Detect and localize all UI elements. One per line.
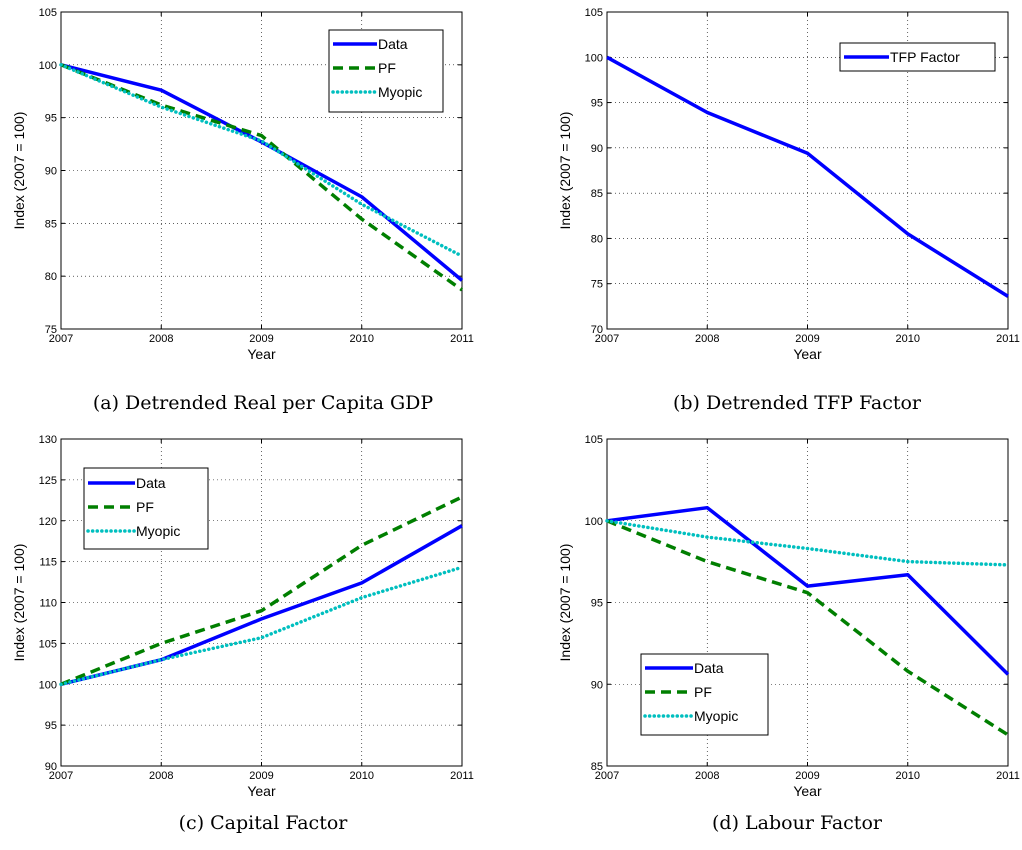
legend-label: Data: [136, 475, 166, 491]
figure-caption: (c) Capital Factor: [179, 812, 349, 834]
chart-panel-a: 75 80 85 90 95 100 105 2007 2008 2009 2010 2011 Year…: [11, 7, 474, 414]
x-tick-label: 2009: [249, 770, 273, 782]
series-line-myopic: [59, 63, 464, 258]
y-tick-label: 95: [45, 113, 57, 125]
y-tick-label: 105: [585, 7, 603, 19]
y-tick-label: 80: [591, 233, 603, 245]
y-tick-label: 105: [39, 7, 57, 19]
y-tick-label: 85: [45, 218, 57, 230]
series-line-pf: [60, 63, 464, 292]
y-tick-label: 125: [39, 475, 57, 487]
x-tick-label: 2007: [595, 770, 619, 782]
x-tick-label: 2008: [695, 333, 719, 345]
chart-panel-d: 85 90 95 100 105 2007 2008 2009 2010 2011 Year Inde…: [557, 434, 1020, 834]
x-tick-label: 2010: [896, 770, 920, 782]
y-axis-label: Index (2007 = 100): [557, 112, 573, 230]
x-tick-label: 2011: [450, 770, 474, 782]
legend-label: PF: [136, 499, 154, 515]
series-line-pf: [606, 519, 1009, 737]
x-tick-label: 2011: [450, 333, 474, 345]
figure-caption: (b) Detrended TFP Factor: [673, 392, 922, 414]
y-tick-label: 100: [585, 52, 603, 64]
x-tick-label: 2008: [695, 770, 719, 782]
y-axis-label: Index (2007 = 100): [11, 544, 27, 662]
legend-label: TFP Factor: [890, 49, 960, 65]
legend-label: PF: [378, 60, 396, 76]
y-tick-label: 90: [45, 761, 57, 773]
x-tick-label: 2008: [149, 770, 173, 782]
y-tick-label: 130: [39, 434, 57, 446]
x-tick-label: 2007: [49, 770, 73, 782]
y-axis-label: Index (2007 = 100): [557, 544, 573, 662]
series-line-pf: [60, 495, 463, 686]
legend-label: Myopic: [136, 523, 180, 539]
x-tick-label: 2009: [795, 770, 819, 782]
legend-label: Data: [378, 36, 408, 52]
x-axis-label: Year: [247, 346, 276, 362]
figure-caption: (d) Labour Factor: [712, 812, 883, 834]
x-tick-label: 2007: [49, 333, 73, 345]
y-tick-label: 85: [591, 761, 603, 773]
legend-label: Myopic: [694, 708, 738, 724]
y-tick-label: 110: [39, 598, 57, 610]
y-tick-label: 90: [591, 143, 603, 155]
chart-panel-c: 90 95 100 105 110 115 120 125 130 2007 2008 2009 201…: [11, 434, 474, 834]
y-tick-label: 90: [45, 166, 57, 178]
y-tick-label: 115: [39, 557, 57, 569]
y-tick-label: 95: [591, 598, 603, 610]
y-axis-label: Index (2007 = 100): [11, 112, 27, 230]
y-tick-label: 120: [39, 516, 57, 528]
x-tick-label: 2010: [896, 333, 920, 345]
legend-label: Data: [694, 660, 724, 676]
x-tick-label: 2010: [350, 333, 374, 345]
legend-label: Myopic: [378, 84, 422, 100]
y-tick-label: 70: [591, 324, 603, 336]
y-tick-label: 100: [39, 679, 57, 691]
x-axis-label: Year: [793, 783, 822, 799]
y-tick-label: 75: [45, 324, 57, 336]
x-axis-label: Year: [793, 346, 822, 362]
legend-label: PF: [694, 684, 712, 700]
y-tick-label: 75: [591, 279, 603, 291]
y-tick-label: 90: [591, 679, 603, 691]
x-tick-label: 2007: [595, 333, 619, 345]
x-tick-label: 2009: [249, 333, 273, 345]
x-tick-label: 2011: [996, 333, 1020, 345]
y-tick-label: 80: [45, 271, 57, 283]
x-tick-label: 2008: [149, 333, 173, 345]
y-tick-label: 100: [585, 516, 603, 528]
x-tick-label: 2010: [350, 770, 374, 782]
y-tick-label: 85: [591, 188, 603, 200]
chart-panel-b: 70 75 80 85 90 95 100 105 2007 2008 2009 2010 2011 Ye…: [557, 7, 1020, 414]
series-line-myopic: [605, 519, 1010, 567]
x-tick-label: 2009: [795, 333, 819, 345]
y-tick-label: 105: [39, 638, 57, 650]
series-line-data: [606, 505, 1010, 676]
y-tick-label: 95: [591, 98, 603, 110]
series-line-tfp-factor: [606, 55, 1009, 298]
y-tick-label: 95: [45, 720, 57, 732]
series-line-myopic: [59, 565, 464, 687]
x-tick-label: 2011: [996, 770, 1020, 782]
y-tick-label: 105: [585, 434, 603, 446]
x-axis-label: Year: [247, 783, 276, 799]
y-tick-label: 100: [39, 60, 57, 72]
figure-caption: (a) Detrended Real per Capita GDP: [93, 392, 434, 414]
